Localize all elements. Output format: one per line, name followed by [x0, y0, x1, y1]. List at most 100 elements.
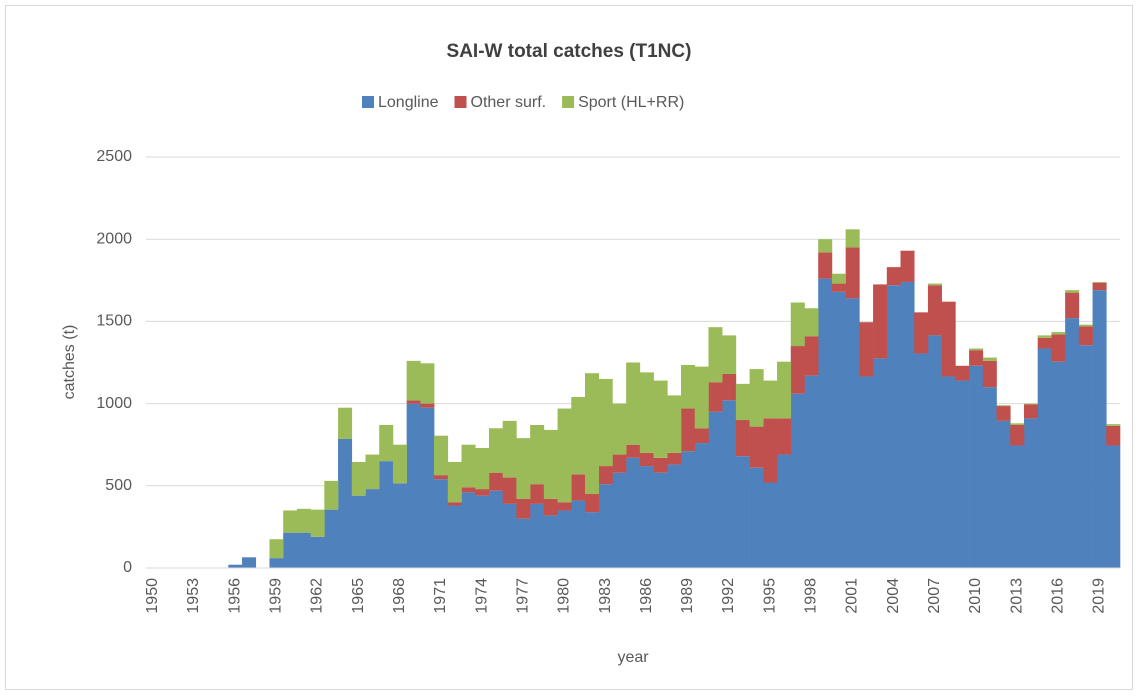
bar-segment — [612, 403, 627, 455]
bar-segment — [516, 438, 531, 499]
x-tick-label: 1965 — [350, 578, 367, 614]
bar-segment — [639, 372, 654, 453]
bar-segment — [790, 346, 805, 394]
bar-segment — [365, 454, 380, 490]
bar-segment — [1078, 326, 1093, 346]
bar-segment — [1092, 290, 1107, 568]
bar-segment — [557, 502, 572, 511]
bar-segment — [790, 302, 805, 347]
legend-swatch — [562, 96, 575, 108]
bar-segment — [969, 350, 984, 366]
x-tick-label: 1962 — [309, 578, 326, 614]
bar-segment — [626, 362, 641, 445]
x-tick-label: 2016 — [1049, 578, 1066, 614]
bar-segment — [598, 466, 613, 485]
bar-segment — [612, 454, 627, 473]
bar-segment — [1037, 348, 1052, 568]
bar-segment — [914, 312, 929, 354]
bar-segment — [475, 495, 490, 568]
bar-segment — [708, 382, 723, 412]
x-tick-label: 1974 — [473, 578, 490, 614]
bar-segment — [1010, 445, 1025, 568]
bar-segment — [873, 358, 888, 568]
bar-segment — [461, 487, 476, 493]
bar-segment — [502, 503, 517, 568]
bar-segment — [557, 408, 572, 503]
bar-segment — [626, 457, 641, 568]
bar-segment — [982, 357, 997, 361]
bar-segment — [708, 411, 723, 568]
bar-segment — [420, 403, 435, 408]
x-tick-label: 1977 — [514, 578, 531, 614]
bar-segment — [516, 518, 531, 568]
bar-segment — [310, 509, 325, 537]
bar-segment — [1037, 337, 1052, 349]
bar-segment — [1023, 418, 1038, 568]
bar-segment — [1065, 318, 1080, 568]
bar-segment — [351, 495, 366, 568]
bar-segment — [722, 400, 737, 568]
bar-segment — [530, 424, 545, 485]
bar-segment — [955, 380, 970, 568]
bar-segment — [694, 443, 709, 568]
bar-segment — [392, 444, 407, 484]
bar-segment — [845, 298, 860, 568]
bar-segment — [982, 387, 997, 568]
bar-segment — [392, 483, 407, 568]
x-tick-label: 2007 — [926, 578, 943, 614]
x-tick-label: 1995 — [761, 578, 778, 614]
bar-segment — [777, 418, 792, 455]
bar-segment — [722, 374, 737, 401]
bar-segment — [873, 284, 888, 359]
bar-segment — [420, 407, 435, 568]
bar-segment — [283, 510, 298, 533]
x-tick-label: 1986 — [638, 578, 655, 614]
x-tick-label: 2001 — [844, 578, 861, 614]
bar-segment — [242, 557, 257, 568]
bar-segment — [324, 509, 339, 568]
bar-segment — [859, 376, 874, 568]
bar-segment — [681, 451, 696, 568]
x-tick-label: 1980 — [556, 578, 573, 614]
bar-segment — [324, 480, 339, 510]
bar-segment — [1065, 290, 1080, 293]
bar-segment — [530, 503, 545, 568]
bar-segment — [447, 461, 462, 503]
bar-segment — [447, 505, 462, 568]
bar-segment — [969, 365, 984, 568]
bar-segment — [955, 365, 970, 381]
y-tick-label: 2500 — [96, 148, 132, 165]
y-tick-label: 1000 — [96, 395, 132, 412]
bar-segment — [1065, 292, 1080, 319]
x-tick-label: 2004 — [885, 578, 902, 614]
bar-segment — [982, 360, 997, 388]
bar-segment — [1023, 404, 1038, 419]
bar-segment — [283, 532, 298, 568]
bar-segment — [584, 512, 600, 568]
bar-segment — [818, 278, 833, 568]
bar-segment — [516, 498, 531, 519]
x-tick-label: 2010 — [967, 578, 984, 614]
bar-segment — [845, 247, 860, 299]
bar-segment — [735, 383, 750, 421]
x-tick-label: 1989 — [679, 578, 696, 614]
bar-segment — [228, 564, 243, 568]
bar-segment — [296, 532, 311, 568]
bar-segment — [420, 363, 435, 404]
bar-segment — [502, 420, 517, 478]
bar-segment — [1092, 281, 1107, 283]
legend-swatch — [362, 96, 374, 108]
bar-segment — [543, 429, 558, 499]
bar-segment — [1078, 345, 1093, 568]
bar-segment — [543, 498, 558, 516]
bar-segment — [859, 322, 874, 377]
bar-segment — [1106, 445, 1121, 568]
bar-segment — [296, 508, 311, 533]
bar-segment — [969, 348, 984, 351]
bar-segment — [584, 494, 600, 513]
x-tick-label: 1959 — [268, 578, 285, 614]
bar-segment — [1051, 334, 1066, 362]
bar-segment — [351, 461, 366, 496]
y-tick-label: 500 — [105, 477, 132, 494]
x-tick-label: 1953 — [185, 578, 202, 614]
